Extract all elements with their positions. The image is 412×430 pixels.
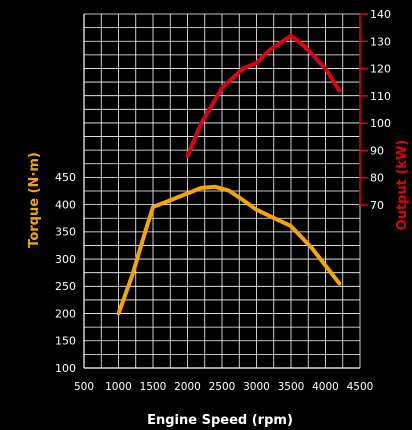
y-tick-label-right: 130 xyxy=(370,35,391,48)
y-tick-label-left: 400 xyxy=(55,198,76,211)
y-axis-label-right: Output (kW) xyxy=(395,140,410,231)
y-tick-label-left: 250 xyxy=(55,280,76,293)
x-tick-label: 4500 xyxy=(347,381,374,393)
y-tick-label-left: 450 xyxy=(55,171,76,184)
x-tick-label: 4000 xyxy=(312,381,339,393)
y-tick-label-left: 150 xyxy=(55,335,76,348)
y-tick-label-right: 80 xyxy=(370,172,384,185)
x-tick-label: 3000 xyxy=(243,381,270,393)
output-line xyxy=(185,33,342,158)
grid xyxy=(83,13,361,369)
y-tick-label-left: 300 xyxy=(55,253,76,266)
x-tick-label: 500 xyxy=(74,381,94,393)
y-tick-label-right: 100 xyxy=(370,117,391,130)
y-tick-label-left: 100 xyxy=(55,362,76,375)
x-tick-label: 1500 xyxy=(140,381,167,393)
tick-labels: 100 150 200 250 300 350 400 450 70 80 90 100 110 120 1… xyxy=(55,8,391,393)
y-tick-label-left: 350 xyxy=(55,226,76,239)
y-tick-label-left: 200 xyxy=(55,307,76,320)
y-tick-label-right: 70 xyxy=(370,199,384,212)
series-layer xyxy=(116,33,342,316)
y-tick-label-right: 120 xyxy=(370,63,391,76)
axes xyxy=(83,14,361,369)
x-tick-label: 2000 xyxy=(174,381,201,393)
x-tick-label: 2500 xyxy=(209,381,236,393)
torque-line xyxy=(116,184,342,316)
y-tick-label-right: 140 xyxy=(370,8,391,21)
x-tick-label: 3500 xyxy=(278,381,305,393)
y-tick-label-right: 110 xyxy=(370,90,391,103)
x-tick-label: 1000 xyxy=(105,381,132,393)
y-tick-label-right: 90 xyxy=(370,144,384,157)
y-axis-label-left: Torque (N·m) xyxy=(27,152,42,248)
x-axis-label: Engine Speed (rpm) xyxy=(147,413,293,428)
